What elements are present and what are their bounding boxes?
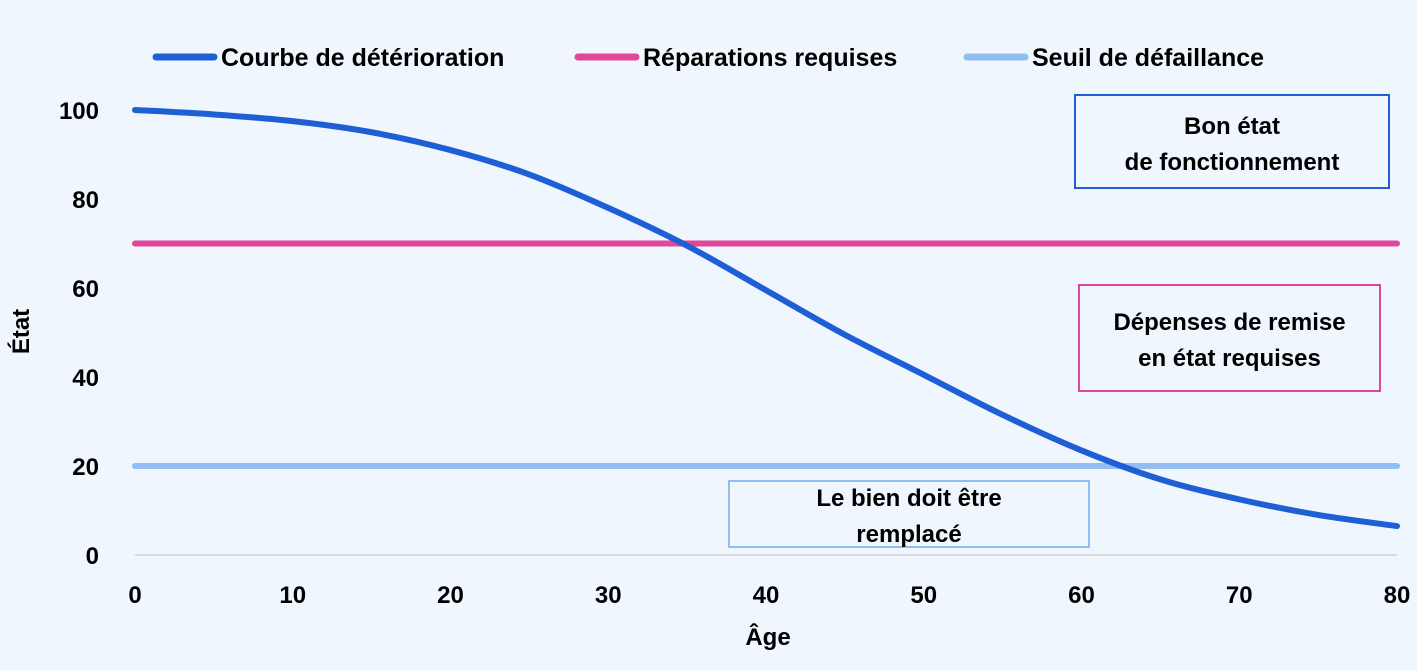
x-tick-label: 50	[910, 582, 937, 609]
legend: Courbe de détérioration Réparations requi…	[152, 44, 1264, 72]
annotation-text: en état requises	[1138, 345, 1321, 372]
series-line	[132, 107, 1400, 530]
legend-label: Courbe de détérioration	[221, 44, 504, 72]
annotation-frame	[1074, 94, 1390, 189]
x-tick-label: 70	[1226, 582, 1253, 609]
x-tick-label: 10	[279, 582, 306, 609]
y-tick-labels: 0 20 40 60 80 100	[59, 98, 99, 570]
x-tick-label: 20	[437, 582, 464, 609]
annotation-boxes: Bon état de fonctionnement Dépenses de rem…	[728, 94, 1390, 548]
y-tick-label: 20	[72, 454, 99, 481]
annotation-box: Le bien doit être remplacé	[728, 480, 1090, 548]
annotation-box: Bon état de fonctionnement	[1074, 94, 1390, 189]
annotation-text: Dépenses de remise	[1113, 309, 1345, 336]
annotation-text: Bon état	[1184, 113, 1280, 140]
legend-label: Réparations requises	[643, 44, 897, 72]
annotation-text: de fonctionnement	[1125, 149, 1340, 176]
x-tick-label: 40	[753, 582, 780, 609]
x-tick-label: 80	[1384, 582, 1411, 609]
annotation-text: Le bien doit être	[816, 485, 1001, 512]
y-tick-label: 40	[72, 365, 99, 392]
axes: 0 10 20 30 40 50 60 70 80 0 20 40 60 80 100 Âge État	[7, 98, 1410, 651]
x-tick-label: 60	[1068, 582, 1095, 609]
annotation-text: remplacé	[856, 521, 961, 548]
y-tick-label: 100	[59, 98, 99, 125]
annotation-frame	[728, 480, 1090, 548]
y-tick-label: 80	[72, 187, 99, 214]
y-tick-label: 0	[86, 543, 99, 570]
x-tick-label: 30	[595, 582, 622, 609]
annotation-box: Dépenses de remise en état requises	[1078, 284, 1381, 392]
x-tick-labels: 0 10 20 30 40 50 60 70 80	[128, 582, 1410, 609]
annotation-frame	[1078, 284, 1381, 392]
legend-item: Courbe de détérioration	[152, 44, 504, 72]
legend-label: Seuil de défaillance	[1032, 44, 1264, 72]
y-tick-label: 60	[72, 276, 99, 303]
series-layer	[132, 107, 1400, 530]
x-axis-title: Âge	[745, 623, 790, 651]
y-axis-title: État	[7, 309, 35, 354]
legend-item: Seuil de défaillance	[963, 44, 1264, 72]
legend-item: Réparations requises	[574, 44, 897, 72]
x-tick-label: 0	[128, 582, 141, 609]
